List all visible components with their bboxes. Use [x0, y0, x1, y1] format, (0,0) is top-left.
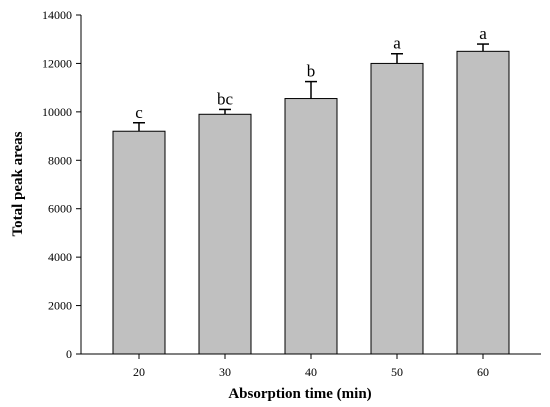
y-tick-label: 8000: [48, 153, 72, 167]
x-tick-label: 20: [133, 365, 145, 379]
bar: [198, 113, 252, 355]
y-tick-label: 4000: [48, 250, 72, 264]
y-tick-label: 14000: [42, 8, 72, 22]
y-tick-label: 12000: [42, 56, 72, 70]
x-axis-title: Absorption time (min): [228, 386, 371, 402]
bar: [456, 50, 510, 355]
x-tick-label: 40: [305, 365, 317, 379]
y-tick-label: 0: [66, 347, 72, 361]
plot-area: 0 2000 4000 6000 8000 10000 12000 14000 c 20 bc 30 b…: [42, 8, 541, 379]
significance-label: c: [135, 103, 143, 122]
y-axis-title: Total peak areas: [10, 131, 26, 236]
x-tick-label: 60: [477, 365, 489, 379]
significance-label: a: [393, 34, 401, 53]
significance-label: a: [479, 24, 487, 43]
significance-label: b: [307, 62, 316, 81]
x-tick-label: 30: [219, 365, 231, 379]
bar: [370, 62, 424, 355]
y-tick-label: 6000: [48, 202, 72, 216]
y-tick-label: 2000: [48, 299, 72, 313]
bar: [112, 130, 166, 355]
significance-label: bc: [217, 89, 234, 108]
y-tick-label: 10000: [42, 105, 72, 119]
bar: [284, 98, 338, 355]
x-tick-label: 50: [391, 365, 403, 379]
